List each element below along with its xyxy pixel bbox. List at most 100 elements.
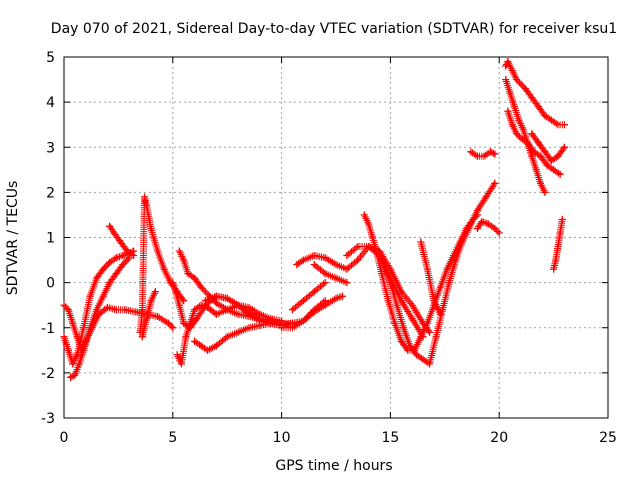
x-tick-label: 15 [381,430,399,446]
data-point [104,303,112,311]
data-point [86,292,94,300]
data-point [550,166,558,174]
data-point [537,152,545,160]
data-point [517,134,525,142]
data-point [154,312,162,320]
data-point [484,220,492,228]
data-point [193,315,201,323]
data-point [417,238,425,246]
data-point [180,319,188,327]
data-point [110,229,118,237]
data-point [278,324,286,332]
data-point [299,317,307,325]
data-point [182,333,190,341]
data-point [541,148,549,156]
data-point [223,294,231,302]
data-point [560,121,568,129]
data-point [378,270,386,278]
y-tick-label: 0 [46,276,55,292]
data-point [121,306,129,314]
data-point [343,265,351,273]
data-point [191,274,199,282]
data-point [123,247,131,255]
data-point [299,256,307,264]
data-point [534,139,542,147]
data-point [552,256,560,264]
data-point [138,306,146,314]
data-point [436,283,444,291]
data-point [138,333,146,341]
data-point [106,222,114,230]
data-point [397,337,405,345]
data-point [143,315,151,323]
data-point [423,265,431,273]
plus-markers [417,238,444,318]
data-point [73,333,81,341]
data-point [547,116,555,124]
data-point [310,252,318,260]
series-track-21 [473,218,503,237]
data-point [386,279,394,287]
data-point [473,206,481,214]
plus-markers [502,76,549,196]
data-point [554,152,562,160]
data-point [519,125,527,133]
x-tick-label: 5 [168,430,177,446]
data-point [256,317,264,325]
data-point [184,270,192,278]
series-track-20 [467,148,499,160]
axis-ticks: 0 5 10 15 20 25 -3 -2 -1 0 1 2 3 4 5 [41,50,617,446]
data-point [69,319,77,327]
data-point [212,310,220,318]
data-point [143,202,151,210]
y-tick-label: 2 [46,185,55,201]
data-point [212,292,220,300]
data-point [310,288,318,296]
data-point [234,301,242,309]
data-point [245,324,253,332]
data-point [473,152,481,160]
data-point [130,252,138,260]
data-point [393,301,401,309]
data-point [384,297,392,305]
data-point [508,121,516,129]
data-point [510,103,518,111]
data-point [537,179,545,187]
data-point [69,360,77,368]
series-track-22 [502,58,568,129]
data-point [321,279,329,287]
series-track-6 [138,288,159,341]
series-track-24 [504,107,564,178]
data-point [106,279,114,287]
data-point [60,333,68,341]
data-point [430,297,438,305]
series-track-19 [417,238,444,318]
data-point [554,121,562,129]
data-point [534,103,542,111]
data-point [119,261,127,269]
data-point [465,224,473,232]
data-point [67,373,75,381]
data-point [321,254,329,262]
data-point [60,301,68,309]
data-point [332,274,340,282]
data-point [151,288,159,296]
data-point [547,157,555,165]
data-point [445,279,453,287]
y-tick-label: -1 [41,321,55,337]
plus-markers [106,222,138,259]
data-point [73,351,81,359]
data-point [169,279,177,287]
series-track-12 [278,292,347,332]
data-point [191,306,199,314]
data-point [491,150,499,158]
data-point [556,170,564,178]
data-point [293,261,301,269]
data-point [504,58,512,66]
data-point [223,333,231,341]
data-point [506,89,514,97]
data-point [93,306,101,314]
data-point [513,130,521,138]
series-track-2 [60,247,138,368]
data-point [332,294,340,302]
